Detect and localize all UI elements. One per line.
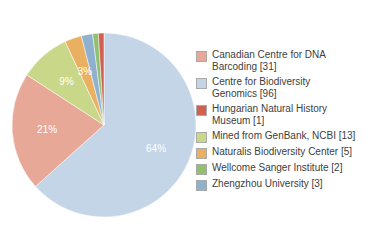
html-text:Mined from GenBank, NCBI [13]: Mined from GenBank, NCBI [13] xyxy=(212,130,356,141)
html-text:Barcoding [31]: Barcoding [31] xyxy=(212,61,277,72)
html-text:Wellcome Sanger Institute [2]: Wellcome Sanger Institute [2] xyxy=(212,162,343,173)
html-text:Naturalis Biodiversity Center: Naturalis Biodiversity Center [5] xyxy=(212,146,353,157)
html-text:Centre for Biodiversity: Centre for Biodiversity xyxy=(212,76,311,87)
svg-text:9%: 9% xyxy=(59,76,74,87)
html-text:Museum [1]: Museum [1] xyxy=(212,115,265,126)
svg-text:21%: 21% xyxy=(37,124,57,135)
svg-text:64%: 64% xyxy=(146,143,166,154)
svg-text:3%: 3% xyxy=(78,66,93,77)
html-text:Hungarian Natural History: Hungarian Natural History xyxy=(212,103,328,114)
html-text:Genomics [96]: Genomics [96] xyxy=(212,88,277,99)
html-text:Canadian Centre for DNA: Canadian Centre for DNA xyxy=(212,49,326,60)
html-text:Zhengzhou University [3]: Zhengzhou University [3] xyxy=(212,178,323,189)
